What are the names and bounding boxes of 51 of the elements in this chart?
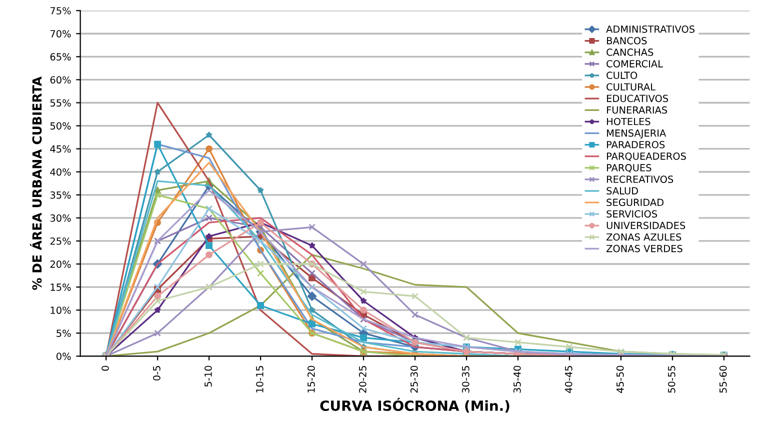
- legend-label: FUNERARIAS: [607, 106, 668, 114]
- y-tick-label: 20%: [50, 260, 71, 268]
- y-tick-label: 40%: [50, 168, 71, 176]
- x-tick-label: 30-35: [462, 366, 470, 393]
- y-tick-label: 65%: [50, 53, 71, 61]
- legend-label: CANCHAS: [606, 48, 654, 56]
- legend-label: SERVICIOS: [606, 210, 658, 218]
- x-tick-label: 55-60: [719, 366, 727, 393]
- legend-label: PARQUEADEROS: [607, 152, 686, 161]
- x-tick-label: 25-30: [410, 366, 418, 393]
- x-tick-label: 20-25: [358, 366, 366, 393]
- legend-label: CULTURAL: [606, 83, 656, 91]
- legend-label: SEGURIDAD: [606, 198, 664, 206]
- x-tick-label: 10-15: [256, 366, 264, 392]
- y-tick-label: 25%: [50, 237, 71, 245]
- y-tick-label: 45%: [50, 145, 71, 153]
- y-tick-label: 60%: [50, 76, 71, 84]
- y-tick-label: 35%: [50, 191, 71, 199]
- x-tick-label: 35-40: [513, 366, 521, 393]
- legend-label: ADMINISTRATIVOS: [606, 25, 695, 33]
- x-tick-label: 0: [102, 366, 109, 371]
- legend-label: CULTO: [606, 72, 638, 80]
- y-tick-label: 30%: [50, 214, 71, 222]
- y-axis-title: % DE ÁREA URBANA CUBIERTA: [30, 76, 42, 290]
- x-tick-label: 40-45: [564, 366, 572, 393]
- y-tick-label: 15%: [50, 284, 71, 291]
- y-tick-label: 70%: [50, 30, 71, 38]
- x-axis-title: CURVA ISÓCRONA (Min.): [320, 398, 510, 413]
- legend-label: EDUCATIVOS: [607, 94, 668, 102]
- x-tick-label: 0-5: [153, 366, 160, 380]
- legend-label: SALUD: [606, 187, 638, 194]
- y-tick-label: 10%: [50, 306, 71, 314]
- legend-label: PARADEROS: [607, 140, 665, 148]
- x-tick-label: 45-50: [616, 366, 624, 393]
- legend-label: HOTELES: [607, 118, 650, 126]
- legend-label: UNIVERSIDADES: [606, 222, 686, 230]
- legend-label: PARQUES: [607, 164, 652, 173]
- legend-label: MENSAJERIA: [607, 129, 666, 139]
- legend-label: COMERCIAL: [606, 60, 663, 68]
- y-tick-label: 75%: [50, 7, 71, 14]
- y-tick-label: 0%: [56, 352, 71, 360]
- x-tick-label: 5-10: [204, 366, 212, 386]
- legend-label: ZONAS AZULES: [606, 233, 682, 241]
- legend-label: BANCOS: [607, 37, 647, 44]
- x-tick-label: 50-55: [668, 366, 676, 393]
- y-tick-label: 50%: [50, 122, 71, 130]
- x-tick-label: 15-20: [308, 366, 315, 392]
- y-tick-label: 55%: [50, 99, 71, 107]
- legend-label: RECREATIVOS: [607, 176, 674, 183]
- y-tick-label: 5%: [56, 330, 71, 337]
- legend-label: ZONAS VERDES: [606, 244, 682, 252]
